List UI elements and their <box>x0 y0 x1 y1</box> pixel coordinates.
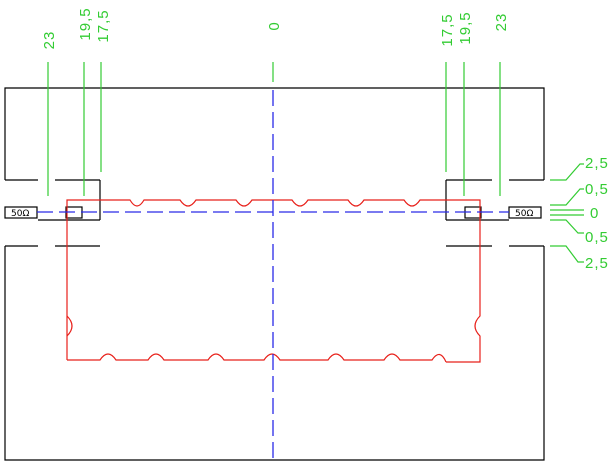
port-label-left: 50Ω <box>11 209 29 219</box>
enclosure-bottom-wall <box>4 246 545 461</box>
enclosure <box>4 87 545 461</box>
enclosure-top-wall <box>4 87 545 180</box>
leader-top-inner <box>550 188 584 206</box>
dim-side-center: 0 <box>590 205 599 222</box>
dim-left-17-5: 17,5 <box>95 9 112 42</box>
dim-left-23: 23 <box>41 31 58 50</box>
leader-top-outer <box>550 163 584 181</box>
side-dimension-leaders <box>550 163 584 263</box>
dim-right-23: 23 <box>493 13 510 32</box>
port-label-right: 50Ω <box>515 209 533 219</box>
leader-bottom-inner <box>550 219 584 234</box>
dim-side-bottom-outer: 2,5 <box>585 255 609 272</box>
filter-bottom-edge <box>66 315 447 363</box>
dim-left-19-5: 19,5 <box>77 7 94 40</box>
dim-side-top-inner: 0,5 <box>585 181 609 198</box>
dim-side-bottom-inner: 0,5 <box>585 229 609 246</box>
dim-side-top-outer: 2,5 <box>585 155 609 172</box>
filter-body <box>66 199 481 363</box>
top-dimension-leaders <box>47 62 501 196</box>
leader-bottom-outer <box>550 245 584 263</box>
filter-top-edge <box>66 199 481 363</box>
dim-center-0: 0 <box>266 21 283 30</box>
dim-right-17-5: 17,5 <box>439 13 456 46</box>
dim-right-19-5: 19,5 <box>457 11 474 44</box>
leader-center <box>550 209 584 216</box>
